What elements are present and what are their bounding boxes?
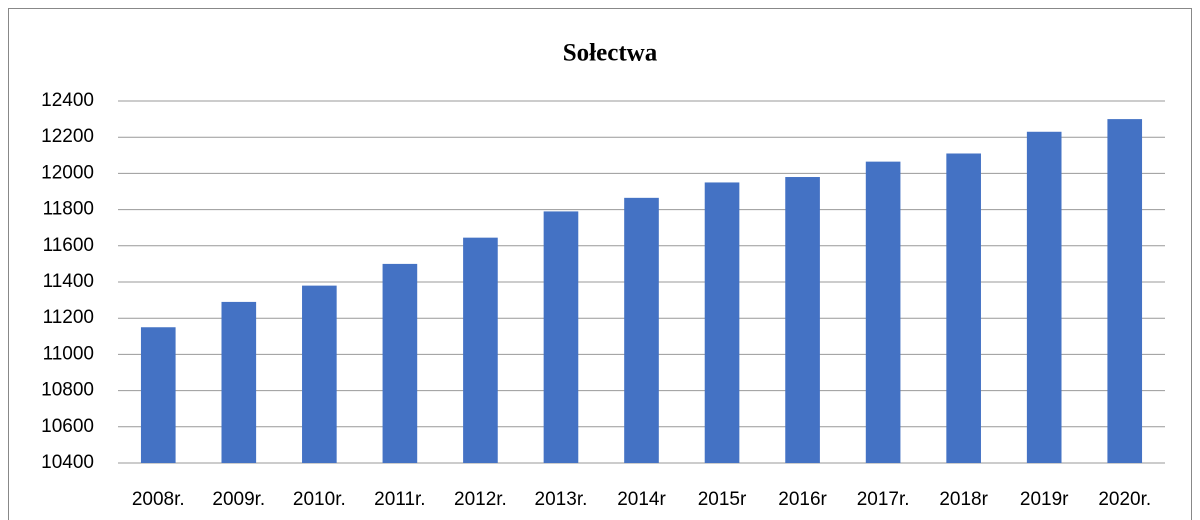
bar (543, 211, 579, 463)
x-tick-label: 2015r (698, 489, 747, 510)
x-tick-label: 2020r. (1098, 489, 1151, 510)
bar (1026, 131, 1062, 463)
y-tick-label: 10400 (41, 452, 94, 473)
x-tick-label: 2009r. (212, 489, 265, 510)
bar (785, 177, 820, 463)
bar (704, 182, 740, 463)
y-tick-label: 11000 (43, 343, 94, 364)
x-tick-label: 2019r (1020, 489, 1069, 510)
y-tick-label: 11200 (43, 307, 94, 328)
y-tick-label: 12000 (41, 162, 94, 183)
x-tick-label: 2010r. (293, 489, 346, 510)
bar (140, 327, 176, 463)
bar (946, 153, 981, 464)
x-tick-label: 2012r. (454, 489, 507, 510)
bar (463, 237, 498, 463)
x-tick-label: 2016r (778, 489, 827, 510)
y-tick-label: 12200 (41, 126, 94, 147)
chart-border (8, 8, 1192, 520)
y-tick-label: 10800 (41, 380, 94, 401)
bar (624, 197, 659, 463)
x-tick-label: 2018r (939, 489, 988, 510)
x-tick-label: 2014r (617, 489, 666, 510)
y-tick-label: 12400 (41, 90, 94, 111)
y-tick-label: 11800 (43, 199, 94, 220)
y-tick-label: 11600 (43, 235, 94, 256)
bar (382, 263, 418, 463)
bar (221, 301, 257, 463)
chart-title: Sołectwa (563, 40, 658, 67)
y-tick-label: 10600 (41, 416, 94, 437)
x-tick-label: 2011r. (374, 489, 425, 510)
x-tick-label: 2017r. (857, 489, 910, 510)
bar (865, 161, 901, 463)
x-tick-label: 2008r. (132, 489, 185, 510)
y-tick-label: 11400 (43, 271, 94, 292)
bar (1107, 119, 1143, 463)
x-tick-label: 2013r. (535, 489, 588, 510)
bar (302, 285, 337, 463)
